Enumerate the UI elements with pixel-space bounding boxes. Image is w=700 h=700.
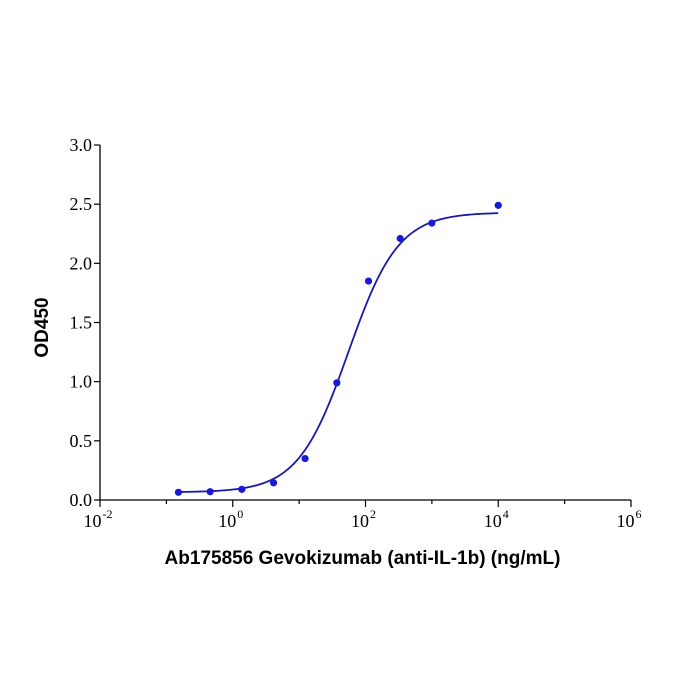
x-ticks: 10-2 100 102 104 106 <box>84 500 642 531</box>
data-point <box>206 488 214 496</box>
x-tick-base: 10 <box>84 511 102 531</box>
axes <box>99 145 631 501</box>
x-tick-label: 104 <box>484 507 509 531</box>
data-point <box>269 479 278 487</box>
y-axis-title: OD450 <box>32 297 53 357</box>
data-point <box>238 485 246 493</box>
x-tick-base: 10 <box>484 511 502 531</box>
x-tick-label: 102 <box>351 507 376 531</box>
fit-curve <box>178 212 499 493</box>
y-tick-label: 1.5 <box>70 313 93 333</box>
y-tick-label: 3.0 <box>70 135 93 155</box>
y-tick-label: 1.0 <box>70 372 93 392</box>
data-point <box>494 201 502 209</box>
x-tick-exponent: 0 <box>237 507 243 521</box>
x-tick-exponent: 4 <box>503 507 509 521</box>
data-point <box>333 379 341 387</box>
y-tick-label: 2.0 <box>70 253 93 273</box>
data-point <box>301 454 309 463</box>
y-ticks: 0.0 0.5 1.0 1.5 2.0 2.5 3.0 <box>70 135 100 510</box>
x-tick-exponent: -2 <box>103 507 113 521</box>
y-tick-label: 0.0 <box>70 490 93 510</box>
data-point <box>174 488 183 496</box>
x-tick-label: 100 <box>218 507 243 531</box>
x-tick-base: 10 <box>218 511 236 531</box>
data-point <box>396 234 404 243</box>
x-tick-label: 10-2 <box>84 507 113 531</box>
y-tick-label: 0.5 <box>70 431 93 451</box>
x-axis-title: Ab175856 Gevokizumab (anti-IL-1b) (ng/mL… <box>165 548 561 569</box>
data-points <box>174 201 502 496</box>
x-tick-base: 10 <box>351 511 369 531</box>
x-tick-label: 106 <box>617 507 642 531</box>
data-point <box>364 277 373 285</box>
y-tick-label: 2.5 <box>70 194 93 214</box>
x-tick-base: 10 <box>617 511 635 531</box>
x-tick-exponent: 2 <box>370 507 376 521</box>
x-tick-exponent: 6 <box>636 507 642 521</box>
data-point <box>428 219 436 227</box>
